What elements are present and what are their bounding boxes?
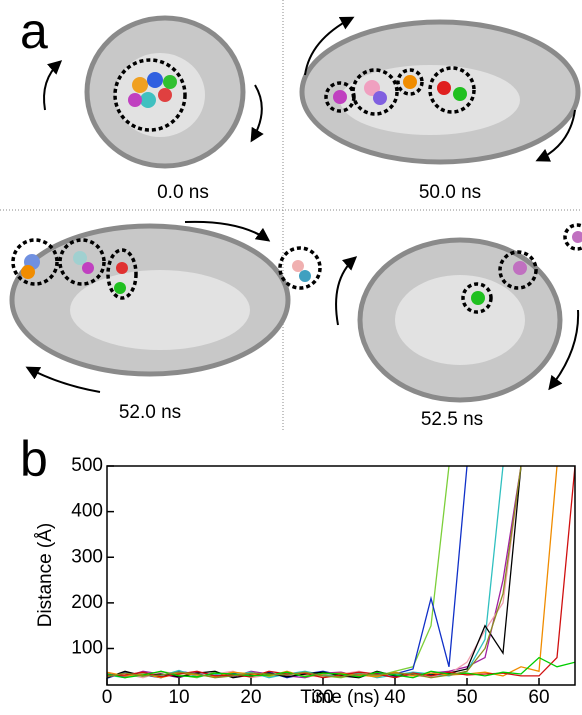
x-tick-label: 0 xyxy=(102,687,113,708)
frame-label: 52.5 ns xyxy=(421,409,483,430)
panel-label: b xyxy=(20,431,48,487)
frame-label: 50.0 ns xyxy=(419,182,481,203)
x-axis-title: Time (ns) xyxy=(300,687,380,708)
panel-b: b Time (ns) Distance (Å) 100200300400500… xyxy=(20,431,576,708)
x-tick-label: 50 xyxy=(456,687,477,708)
series-line xyxy=(107,466,558,679)
panel-a: a 0.0 ns 50.0 ns 52.0 ns 52.5 ns xyxy=(0,0,582,430)
x-tick-label: 60 xyxy=(528,687,549,708)
frame-label: 0.0 ns xyxy=(157,182,209,203)
x-tick-label: 30 xyxy=(312,687,333,708)
x-tick-label: 40 xyxy=(384,687,405,708)
series-line xyxy=(107,466,522,679)
arrows xyxy=(25,16,580,393)
y-tick-label: 200 xyxy=(71,592,103,613)
lines xyxy=(107,466,575,679)
y-tick-label: 400 xyxy=(71,501,103,522)
series-line xyxy=(107,466,522,679)
series-line xyxy=(107,656,575,679)
ions xyxy=(21,72,582,305)
x-tick-label: 10 xyxy=(168,687,189,708)
y-tick-label: 300 xyxy=(71,546,103,567)
y-tick-label: 500 xyxy=(71,455,103,476)
series-line xyxy=(107,466,468,679)
frame-label: 52.0 ns xyxy=(119,402,181,423)
y-axis-title: Distance (Å) xyxy=(35,523,56,628)
highlights xyxy=(11,58,582,314)
series-line xyxy=(107,466,522,679)
x-tick-label: 20 xyxy=(240,687,261,708)
panel-label: a xyxy=(20,3,48,59)
series-line xyxy=(107,466,450,679)
series-line xyxy=(107,466,522,679)
y-tick-label: 100 xyxy=(71,638,103,659)
plot-frame xyxy=(106,465,576,686)
